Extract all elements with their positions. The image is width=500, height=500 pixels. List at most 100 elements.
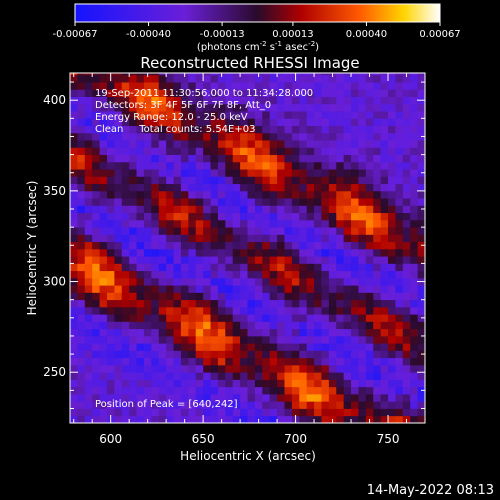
heatmap-cell (269, 415, 278, 423)
heatmap-cell (343, 415, 352, 423)
heatmap-cell (114, 96, 123, 105)
heatmap-cell (180, 379, 189, 388)
heatmap-cell (291, 401, 300, 409)
heatmap-cell (151, 408, 160, 417)
heatmap-cell (210, 227, 219, 235)
heatmap-cell (336, 379, 345, 388)
heatmap-cell (388, 292, 396, 301)
heatmap-cell (395, 169, 404, 177)
heatmap-cell (343, 321, 352, 330)
heatmap-cell (373, 198, 382, 206)
heatmap-cell (269, 89, 278, 97)
heatmap-cell (143, 219, 152, 228)
heatmap-cell (232, 234, 241, 243)
heatmap-cell (240, 379, 248, 388)
heatmap-cell (343, 147, 352, 155)
heatmap-cell (99, 364, 108, 373)
heatmap-cell (173, 161, 182, 170)
heatmap-cell (358, 386, 367, 395)
heatmap-cell (291, 212, 300, 221)
heatmap-cell (77, 219, 86, 228)
heatmap-cell (129, 183, 137, 192)
heatmap-cell (232, 241, 241, 250)
heatmap-cell (232, 372, 241, 380)
heatmap-cell (77, 372, 86, 380)
heatmap-cell (188, 314, 197, 322)
heatmap-cell (380, 190, 389, 199)
heatmap-cell (358, 314, 367, 322)
heatmap-cell (92, 198, 100, 206)
heatmap-cell (269, 96, 278, 105)
heatmap-cell (306, 125, 315, 134)
heatmap-cell (136, 270, 145, 279)
heatmap-cell (84, 234, 93, 243)
heatmap-cell (262, 73, 271, 76)
heatmap-cell (158, 386, 167, 395)
heatmap-cell (210, 393, 219, 402)
heatmap-cell (299, 379, 308, 388)
heatmap-cell (262, 74, 271, 83)
heatmap-cell (232, 292, 241, 301)
heatmap-cell (417, 299, 425, 308)
heatmap-cell (388, 270, 396, 279)
heatmap-cell (84, 111, 93, 119)
heatmap-cell (299, 285, 308, 293)
heatmap-cell (410, 103, 419, 112)
heatmap-cell (314, 408, 322, 417)
heatmap-cell (343, 212, 352, 221)
heatmap-cell (166, 219, 174, 228)
heatmap-cell (106, 154, 115, 163)
heatmap-cell (99, 169, 108, 177)
heatmap-cell (173, 415, 182, 423)
heatmap-cell (284, 154, 293, 163)
heatmap-cell (151, 190, 160, 199)
heatmap-cell (299, 96, 308, 105)
heatmap-cell (321, 219, 330, 228)
heatmap-cell (203, 140, 211, 148)
heatmap-cell (92, 82, 100, 90)
heatmap-cell (328, 408, 337, 417)
heatmap-cell (291, 227, 300, 235)
heatmap-cell (114, 73, 123, 76)
heatmap-cell (114, 292, 123, 301)
heatmap-cell (365, 169, 374, 177)
heatmap-cell (121, 328, 130, 337)
heatmap-cell (306, 140, 315, 148)
heatmap-cell (84, 306, 93, 315)
heatmap-cell (232, 183, 241, 192)
heatmap-cell (343, 241, 352, 250)
heatmap-cell (328, 96, 337, 105)
heatmap-cell (232, 357, 241, 366)
heatmap-cell (351, 74, 359, 83)
heatmap-cell (217, 292, 226, 301)
heatmap-cell (188, 169, 197, 177)
heatmap-cell (321, 118, 330, 126)
heatmap-cell (247, 379, 256, 388)
heatmap-cell (351, 154, 359, 163)
heatmap-cell (99, 408, 108, 417)
heatmap-cell (143, 205, 152, 214)
heatmap-cell (277, 357, 285, 366)
heatmap-cell (417, 227, 425, 235)
heatmap-cell (158, 161, 167, 170)
heatmap-cell (173, 321, 182, 330)
heatmap-cell (247, 103, 256, 112)
heatmap-cell (114, 219, 123, 228)
heatmap-cell (380, 132, 389, 141)
heatmap-cell (373, 82, 382, 90)
heatmap-cell (388, 132, 396, 141)
heatmap-cell (77, 328, 86, 337)
heatmap-cell (151, 350, 160, 359)
heatmap-cell (402, 343, 411, 351)
heatmap-cell (188, 205, 197, 214)
heatmap-cell (343, 386, 352, 395)
heatmap-cell (84, 73, 93, 76)
heatmap-cell (217, 132, 226, 141)
heatmap-cell (121, 292, 130, 301)
heatmap-cell (114, 227, 123, 235)
heatmap-cell (336, 256, 345, 264)
heatmap-cell (365, 379, 374, 388)
heatmap-cell (388, 321, 396, 330)
heatmap-cell (254, 125, 263, 134)
heatmap-cell (173, 408, 182, 417)
